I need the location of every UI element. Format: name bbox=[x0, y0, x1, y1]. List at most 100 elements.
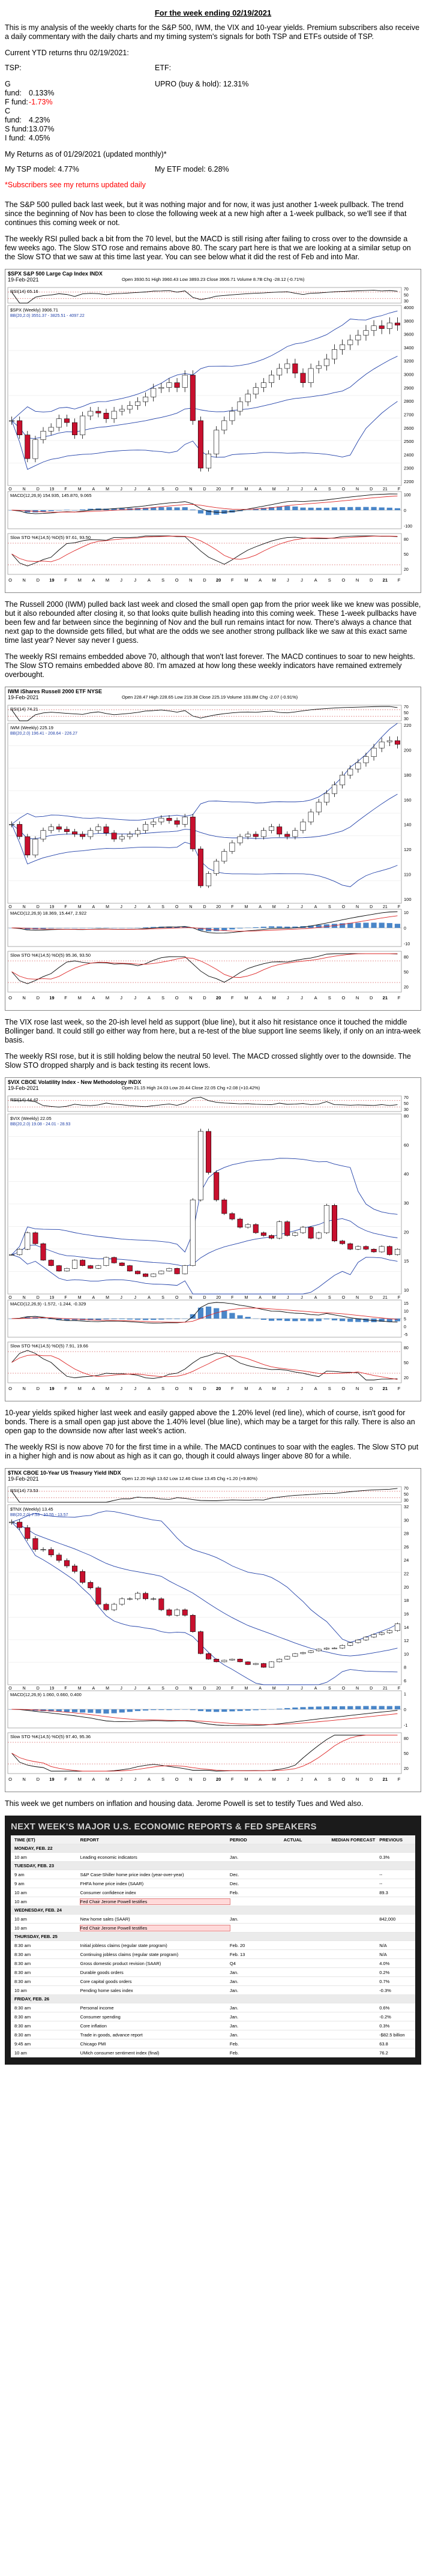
y-tick-label: 10 bbox=[404, 1651, 409, 1657]
x-tick-label-main: D bbox=[37, 905, 40, 909]
macd-histogram-bar bbox=[205, 510, 212, 516]
calendar-report: Trade in goods, advance report bbox=[80, 2032, 143, 2038]
calendar-day-row: TUESDAY, FEB. 23 bbox=[11, 1862, 415, 1870]
y-tick-label: 200 bbox=[404, 747, 412, 753]
candle-body bbox=[379, 1246, 385, 1253]
calendar-time: 8:30 am bbox=[14, 2014, 31, 2020]
candle-body bbox=[371, 325, 377, 331]
x-tick-label-main: A bbox=[259, 905, 262, 909]
candle-body bbox=[197, 849, 203, 886]
macd-histogram-bar bbox=[205, 1709, 212, 1712]
x-tick-label: J bbox=[287, 1386, 289, 1391]
fund-value: 13.07% bbox=[29, 125, 55, 133]
calendar-previous: N/A bbox=[379, 1942, 387, 1948]
x-tick-label-main: D bbox=[37, 1687, 40, 1691]
calendar-row: 8:30 am Continuing jobless claims (regula… bbox=[11, 1950, 415, 1959]
x-tick-label-main: A bbox=[92, 487, 95, 492]
candle-body bbox=[32, 1232, 38, 1244]
x-tick-label-main: O bbox=[175, 487, 179, 492]
y-tick-label: 28 bbox=[404, 1531, 409, 1536]
x-tick-label: M bbox=[244, 995, 248, 1001]
candle-body bbox=[32, 439, 38, 459]
sto-d-line bbox=[11, 535, 398, 562]
chart-svg: 4000 3800 3600 3400 3200 3000 2900 2800 2700 2600… bbox=[7, 287, 414, 583]
calendar-row: 10 am Consumer confidence index Feb. 89.3 bbox=[11, 1888, 415, 1897]
candle-body bbox=[277, 368, 283, 376]
candle-body bbox=[197, 1631, 203, 1654]
calendar-report: UMich consumer sentiment index (final) bbox=[80, 2050, 160, 2056]
x-tick-label-main: F bbox=[231, 1296, 233, 1300]
x-tick-label-main: D bbox=[37, 487, 40, 492]
candle-body bbox=[64, 1268, 70, 1272]
vix-chart: $VIX CBOE Volatility Index - New Methodo… bbox=[5, 1077, 421, 1401]
x-tick-label-main: F bbox=[64, 487, 67, 492]
calendar-period: Feb. bbox=[229, 2041, 239, 2047]
x-tick-label: D bbox=[37, 1386, 40, 1391]
x-tick-label-main: J bbox=[120, 905, 122, 909]
calendar-time: 9 am bbox=[14, 1871, 25, 1877]
calendar-time: 10 am bbox=[14, 1889, 27, 1895]
macd-histogram-bar bbox=[347, 922, 353, 928]
x-tick-label: N bbox=[22, 1386, 25, 1391]
x-tick-label-main: O bbox=[175, 905, 179, 909]
candle-body bbox=[363, 756, 369, 763]
candle-body bbox=[134, 1593, 140, 1599]
candle-body bbox=[379, 741, 385, 748]
x-tick-label: F bbox=[231, 1386, 234, 1391]
x-tick-label-main: F bbox=[398, 905, 400, 909]
macd-histogram-bar bbox=[300, 507, 306, 510]
sto-tick-label: 20 bbox=[404, 1767, 409, 1771]
x-tick-label: 21 bbox=[383, 995, 388, 1001]
candle-body bbox=[277, 1658, 283, 1663]
calendar-row: 9:45 am Chicago PMI Feb. 63.8 bbox=[11, 2039, 415, 2048]
candle-body bbox=[72, 1565, 78, 1572]
macd-histogram-bar bbox=[331, 507, 338, 510]
rsi-tick-label: 70 bbox=[404, 287, 409, 292]
macd-histogram-bar bbox=[143, 1319, 149, 1320]
sto-d-line bbox=[11, 1735, 398, 1772]
calendar-period: Jan. bbox=[229, 1978, 239, 1984]
candle-body bbox=[127, 1265, 133, 1272]
macd-histogram-bar bbox=[371, 1706, 377, 1709]
macd-histogram-bar bbox=[80, 1709, 86, 1713]
candle-body bbox=[221, 851, 227, 862]
x-tick-label-main: M bbox=[272, 905, 276, 909]
spx-paragraph-2: The weekly RSI pulled back a bit from th… bbox=[5, 235, 411, 261]
x-tick-label-main: 19 bbox=[50, 487, 55, 492]
macd-histogram-bar bbox=[323, 924, 329, 928]
calendar-day-row: MONDAY, FEB. 22 bbox=[11, 1844, 415, 1853]
candle-body bbox=[158, 817, 164, 822]
x-tick-label: A bbox=[148, 577, 151, 583]
x-tick-label: J bbox=[301, 995, 303, 1001]
y-tick-label: 2500 bbox=[404, 439, 414, 444]
calendar-period: Feb. bbox=[229, 1889, 239, 1895]
calendar-report: Pending home sales index bbox=[80, 1987, 133, 1993]
candle-body bbox=[40, 830, 46, 840]
x-tick-label: F bbox=[398, 1777, 401, 1782]
calendar-time: 8:30 am bbox=[14, 1978, 31, 1984]
candle-body bbox=[182, 1609, 188, 1616]
x-tick-label-main: A bbox=[92, 1687, 95, 1691]
x-tick-label: M bbox=[272, 995, 276, 1001]
calendar-report: Chicago PMI bbox=[80, 2041, 106, 2047]
candle-body bbox=[143, 1274, 149, 1277]
x-tick-label: J bbox=[120, 1777, 122, 1782]
x-tick-label: 21 bbox=[383, 1777, 388, 1782]
x-tick-label-main: S bbox=[161, 1296, 164, 1300]
x-tick-label-main: 20 bbox=[216, 905, 221, 909]
candle-body bbox=[119, 836, 125, 840]
sto-label: Slow STO %K(14,5) %D(5) 97.61, 93.50 bbox=[10, 535, 91, 540]
x-tick-label: F bbox=[231, 995, 234, 1001]
macd-histogram-bar bbox=[229, 1709, 235, 1712]
calendar-time: 8:30 am bbox=[14, 2032, 31, 2038]
calendar-period: Jan. bbox=[229, 1854, 239, 1860]
macd-histogram-bar bbox=[95, 1319, 101, 1320]
x-tick-label-main: 21 bbox=[383, 487, 388, 492]
macd-histogram-bar bbox=[331, 1706, 338, 1709]
calendar-previous: 0.7% bbox=[379, 1978, 390, 1984]
calendar-period: Dec. bbox=[229, 1880, 239, 1886]
rsi-line bbox=[11, 1488, 398, 1503]
calendar-report: Consumer spending bbox=[80, 2014, 121, 2020]
calendar-day-label: THURSDAY, FEB. 25 bbox=[14, 1934, 58, 1939]
calendar-row: 10 am Pending home sales index Jan. -0.3% bbox=[11, 1986, 415, 1995]
